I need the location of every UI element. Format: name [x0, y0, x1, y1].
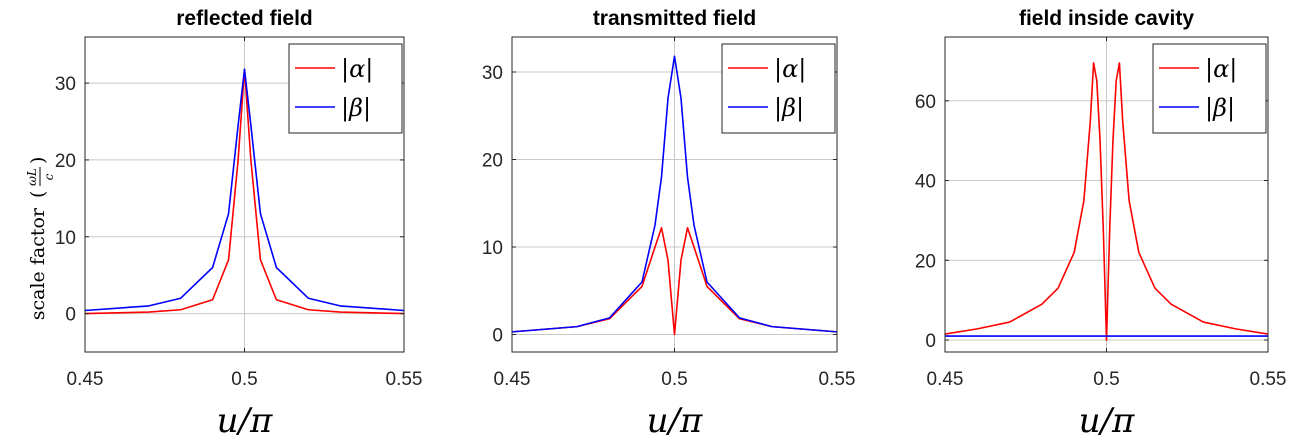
- y-tick-label: 0: [492, 326, 503, 347]
- y-tick-label: 20: [915, 251, 936, 272]
- x-tick-label: 0.5: [231, 369, 257, 390]
- y-tick-label: 0: [925, 331, 936, 352]
- y-axis-label-paren: ): [27, 157, 49, 164]
- x-tick-label: 0.5: [661, 369, 687, 390]
- y-tick-label: 20: [482, 151, 503, 172]
- y-axis-label: scale factor ( ωL c): [25, 157, 56, 321]
- y-tick-label: 60: [915, 92, 936, 113]
- legend: |α| |β|: [1152, 43, 1267, 134]
- legend-box: [721, 43, 836, 134]
- series-line-alpha: [944, 62, 1269, 341]
- y-axis-label-paren: (: [27, 191, 49, 198]
- legend-entry-alpha: |α|: [774, 55, 806, 84]
- legend-entry-alpha: |α|: [341, 55, 373, 84]
- legend: |α| |β|: [721, 43, 836, 134]
- y-tick-label: 10: [482, 238, 503, 259]
- x-tick-label: 0.5: [1093, 369, 1119, 390]
- y-tick-label: 20: [55, 151, 76, 172]
- y-axis-label-denominator: c: [42, 173, 56, 180]
- x-tick-label: 0.45: [927, 369, 964, 390]
- y-axis-label-numerator: ωL: [25, 168, 39, 186]
- chart-title: field inside cavity: [1019, 7, 1194, 30]
- y-tick-label: 30: [55, 74, 76, 95]
- y-axis-label-text: scale factor: [27, 207, 49, 320]
- x-tick-label: 0.55: [386, 369, 423, 390]
- legend-box: [1152, 43, 1267, 134]
- legend: |α| |β|: [288, 43, 403, 134]
- x-tick-label: 0.45: [67, 369, 104, 390]
- legend-box: [288, 43, 403, 134]
- x-tick-label: 0.55: [819, 369, 856, 390]
- chart-panel-3: 0.45 0.5 0.55 0 20 40 60 field inside cavity u/π…: [915, 7, 1287, 441]
- series-line-beta: [511, 55, 838, 333]
- x-tick-label: 0.45: [494, 369, 531, 390]
- y-tick-label: 0: [65, 305, 76, 326]
- x-tick-label: 0.55: [1250, 369, 1287, 390]
- legend-entry-beta: |β|: [1205, 94, 1235, 123]
- legend-entry-beta: |β|: [341, 94, 371, 123]
- y-tick-label: 30: [482, 63, 503, 84]
- x-axis-label: u/π: [647, 401, 703, 441]
- chart-title: transmitted field: [593, 7, 756, 30]
- y-tick-label: 40: [915, 172, 936, 193]
- chart-title: reflected field: [176, 7, 313, 30]
- x-axis-label: u/π: [1079, 401, 1135, 441]
- series-line-alpha: [511, 226, 838, 336]
- legend-entry-beta: |β|: [774, 94, 804, 123]
- chart-panel-2: 0.45 0.5 0.55 0 10 20 30 transmitted field u/π |α…: [482, 7, 856, 441]
- legend-entry-alpha: |α|: [1205, 55, 1237, 84]
- series-line-beta: [84, 68, 405, 312]
- x-axis-label: u/π: [217, 401, 273, 441]
- y-tick-label: 10: [55, 228, 76, 249]
